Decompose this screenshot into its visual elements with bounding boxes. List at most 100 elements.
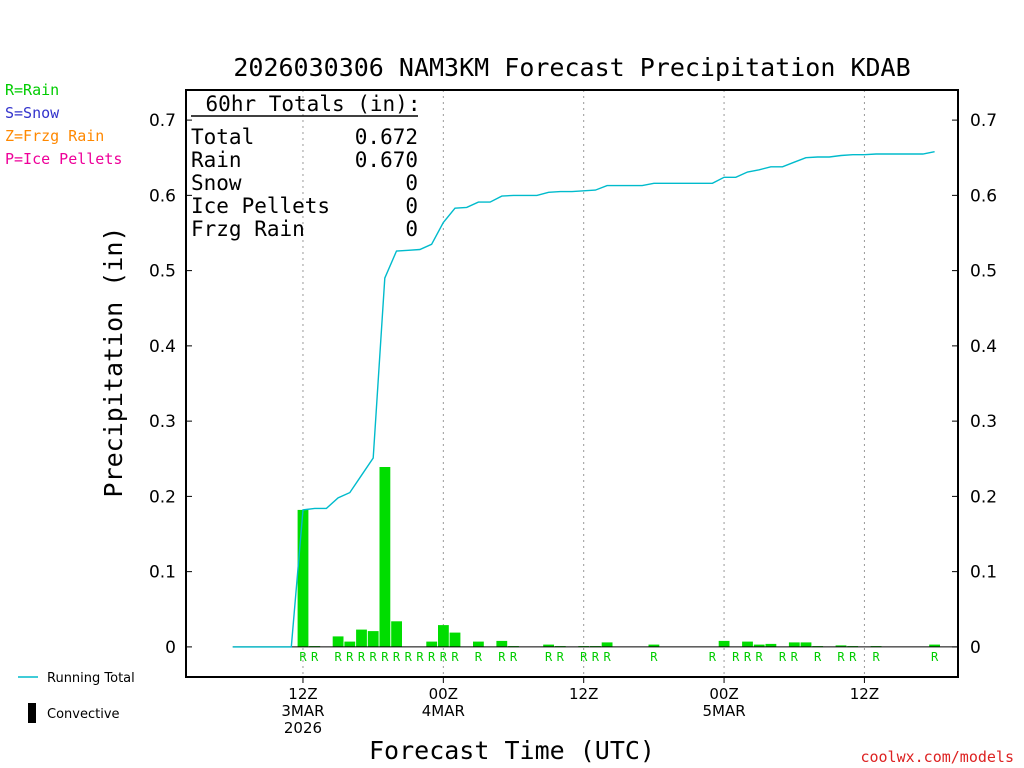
precip-type-label: R — [334, 650, 342, 664]
precip-type-label: R — [873, 650, 881, 664]
plot-frame — [185, 89, 959, 678]
precip-type-label: R — [510, 650, 518, 664]
y-tick-label: 0.3 — [970, 412, 997, 432]
totals-row-value: 0.672 — [355, 125, 418, 149]
precip-bar — [742, 641, 753, 647]
precip-type-label: R — [779, 650, 787, 664]
precip-type-label: R — [311, 650, 319, 664]
y-tick-label: 0 — [970, 638, 981, 658]
precip-bar — [332, 636, 344, 647]
legend-type-entry: P=Ice Pellets — [5, 150, 122, 168]
y-tick-label: 0.2 — [149, 487, 176, 507]
totals-row-label: Total — [191, 125, 254, 149]
totals-row-value: 0 — [405, 217, 418, 241]
legend-type-entry: S=Snow — [5, 104, 60, 122]
precip-bar — [379, 467, 391, 647]
totals-header: 60hr Totals (in): — [206, 92, 421, 116]
totals-row-value: 0 — [405, 194, 418, 218]
x-tick-label: 12Z — [850, 685, 879, 703]
precip-bar — [344, 641, 356, 647]
credit-label: coolwx.com/models — [860, 748, 1014, 766]
y-tick-label: 0.1 — [149, 563, 176, 583]
precip-bar — [929, 644, 940, 647]
precip-type-label: R — [299, 650, 307, 664]
precip-type-label: R — [346, 650, 354, 664]
legend-type-entry: R=Rain — [5, 81, 59, 99]
gridlines — [302, 90, 865, 677]
y-tick-label: 0.4 — [970, 337, 997, 357]
precip-bar — [601, 642, 613, 647]
totals-row-label: Snow — [191, 171, 242, 195]
precip-bar — [835, 645, 847, 647]
precip-bar — [765, 643, 777, 647]
precip-type-legend: R=Rain S=Snow Z=Frzg Rain P=Ice Pellets — [5, 81, 122, 168]
precip-bar — [391, 621, 402, 647]
y-tick-label: 0.6 — [970, 186, 997, 206]
running-total-line — [232, 151, 935, 648]
y-tick-label: 0.5 — [970, 262, 997, 282]
precip-bar — [718, 640, 730, 647]
precip-type-label: R — [440, 650, 448, 664]
precip-type-label: R — [603, 650, 611, 664]
chart-title: 2026030306 NAM3KM Forecast Precipitation… — [233, 53, 910, 82]
legend-series-entry: Running Total — [47, 671, 135, 686]
precip-bar — [788, 642, 800, 647]
precip-type-label: R — [592, 650, 600, 664]
precip-type-label: R — [732, 650, 740, 664]
precip-type-label: R — [744, 650, 752, 664]
precip-type-label: R — [580, 650, 588, 664]
precip-type-label: R — [814, 650, 822, 664]
precip-type-label: R — [451, 650, 459, 664]
x-tick-label: 00Z — [709, 685, 738, 703]
totals-box: 60hr Totals (in): Total 0.672 Rain 0.670 Snow… — [191, 92, 420, 241]
y-tick-label: 0.2 — [970, 487, 997, 507]
precip-type-label: R — [756, 650, 764, 664]
y-tick-label: 0.7 — [970, 111, 997, 131]
precip-bar — [473, 641, 484, 647]
precip-type-label: R — [837, 650, 845, 664]
x-tick-label: 3MAR — [281, 702, 324, 720]
y-tick-label: 0.3 — [149, 412, 176, 432]
precip-type-label: R — [931, 650, 939, 664]
totals-row-label: Ice Pellets — [191, 194, 330, 218]
y-tick-label: 0.4 — [149, 337, 176, 357]
x-tick-label: 5MAR — [702, 702, 745, 720]
y-axis-left: 0 0.1 0.2 0.3 0.4 0.5 0.6 0.7 — [149, 111, 192, 658]
precip-bar — [449, 632, 461, 647]
totals-row-value: 0 — [405, 171, 418, 195]
precip-type-label: R — [791, 650, 799, 664]
precip-type-label: R — [475, 650, 483, 664]
precip-bar — [438, 625, 449, 647]
precip-type-label: R — [545, 650, 553, 664]
y-tick-label: 0.1 — [970, 563, 997, 583]
series-legend: Running Total Convective — [18, 671, 135, 723]
precip-type-label: R — [358, 650, 366, 664]
bar-series — [297, 467, 940, 648]
precip-bar — [297, 509, 309, 647]
precip-type-label: R — [498, 650, 506, 664]
precip-type-label: R — [370, 650, 378, 664]
y-tick-label: 0.7 — [149, 111, 176, 131]
x-tick-label: 00Z — [429, 685, 458, 703]
x-tick-label: 12Z — [569, 685, 598, 703]
precip-type-label: R — [709, 650, 717, 664]
precip-type-label: R — [650, 650, 658, 664]
precip-type-label: R — [393, 650, 401, 664]
x-axis-label: Forecast Time (UTC) — [369, 736, 655, 765]
precip-bar — [648, 644, 660, 647]
totals-row-label: Rain — [191, 148, 242, 172]
precip-bar — [753, 644, 765, 647]
totals-row-value: 0.670 — [355, 148, 418, 172]
x-tick-label: 12Z — [288, 685, 317, 703]
precip-bar — [426, 641, 438, 647]
precip-bar — [367, 631, 379, 647]
precip-bar — [356, 629, 367, 647]
y-tick-label: 0 — [165, 638, 176, 658]
precip-bar — [543, 644, 554, 647]
y-axis-right: 0 0.1 0.2 0.3 0.4 0.5 0.6 0.7 — [952, 111, 997, 658]
precip-bar — [496, 640, 508, 647]
precip-type-label: R — [381, 650, 389, 664]
